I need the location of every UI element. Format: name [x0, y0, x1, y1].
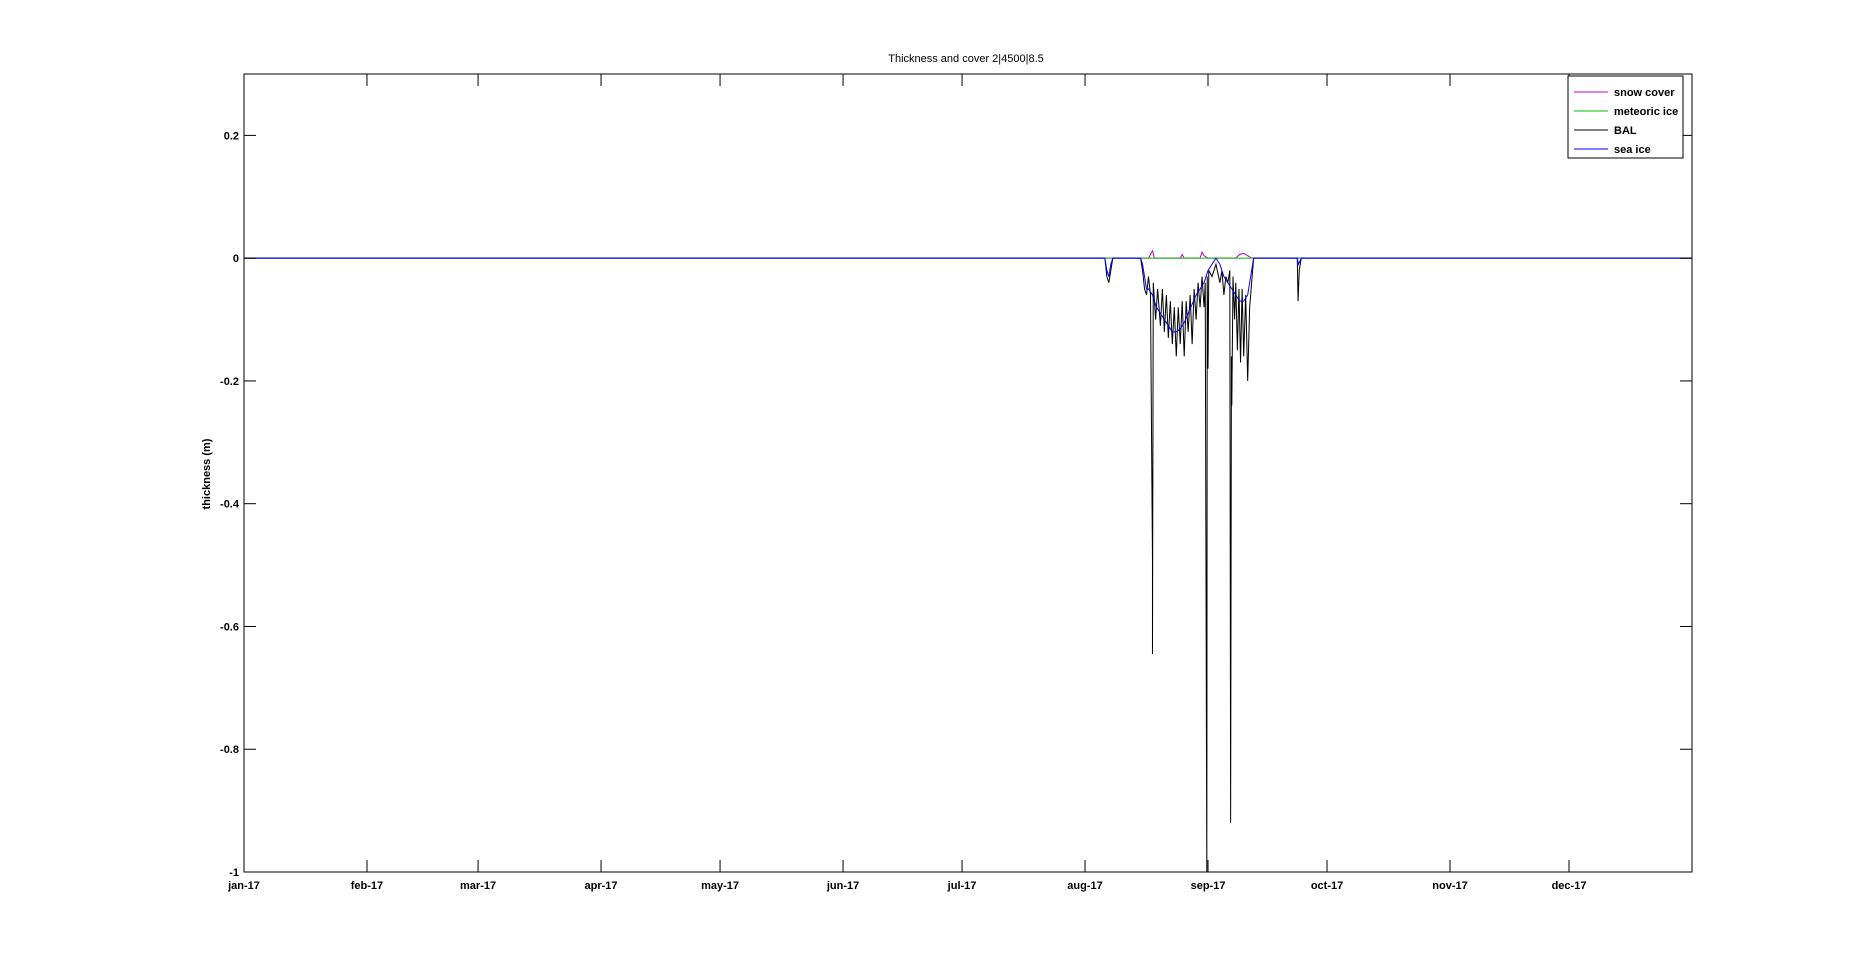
- x-tick-label: may-17: [701, 880, 739, 892]
- chart-title: Thickness and cover 2|4500|8.5: [888, 53, 1044, 65]
- y-tick-label: -0.4: [220, 499, 240, 511]
- legend-box: [1567, 75, 1684, 159]
- x-tick-label: aug-17: [1067, 880, 1102, 892]
- plot-area-frame: [243, 73, 1693, 873]
- x-tick-label: nov-17: [1432, 880, 1467, 892]
- ticks-layer: jan-17 feb-17 mar-17 apr-17 may-17 jun-17 jul-…: [220, 74, 1692, 892]
- x-tick-label: feb-17: [351, 880, 383, 892]
- y-tick-label: -1: [229, 867, 239, 879]
- y-tick-label: 0.2: [224, 130, 239, 142]
- x-tick-label: sep-17: [1191, 880, 1226, 892]
- legend-label: meteoric ice: [1614, 106, 1678, 118]
- y-tick-label: 0: [233, 253, 239, 265]
- x-tick-label: oct-17: [1311, 880, 1343, 892]
- series-line-snow-cover: [244, 249, 1692, 259]
- y-tick-label: -0.6: [220, 621, 239, 633]
- series-line-BAL: [244, 257, 1692, 873]
- legend-label: BAL: [1614, 125, 1637, 137]
- legend-label: sea ice: [1614, 144, 1651, 156]
- series-line-sea-ice: [244, 257, 1692, 333]
- x-tick-label: mar-17: [460, 880, 496, 892]
- x-tick-label: jan-17: [227, 880, 260, 892]
- y-tick-label: -0.8: [220, 744, 239, 756]
- x-tick-label: jun-17: [826, 880, 859, 892]
- y-tick-label: -0.2: [220, 376, 239, 388]
- x-tick-label: jul-17: [947, 880, 977, 892]
- y-axis-label: thickness (m): [201, 438, 213, 509]
- legend-items: snow cover meteoric ice BAL sea ice: [1574, 87, 1678, 156]
- legend-label: snow cover: [1614, 87, 1675, 99]
- series-layer: [244, 249, 1692, 873]
- legend: snow cover meteoric ice BAL sea ice: [1567, 75, 1684, 159]
- x-tick-label: dec-17: [1552, 880, 1587, 892]
- x-tick-label: apr-17: [585, 880, 618, 892]
